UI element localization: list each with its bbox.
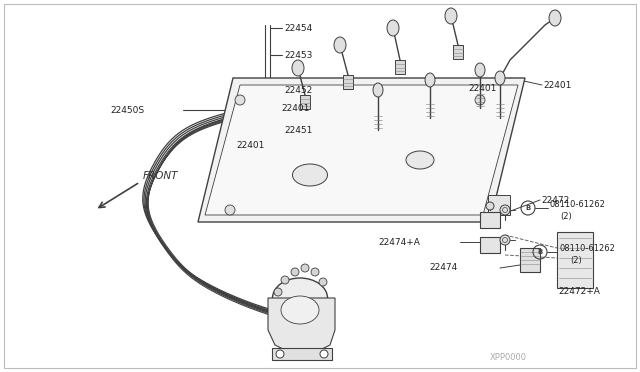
Ellipse shape <box>334 37 346 53</box>
Ellipse shape <box>425 73 435 87</box>
Text: 08110-61262: 08110-61262 <box>549 199 605 208</box>
Ellipse shape <box>273 278 328 318</box>
FancyBboxPatch shape <box>272 348 332 360</box>
Polygon shape <box>198 78 525 222</box>
Circle shape <box>291 268 299 276</box>
Circle shape <box>281 276 289 284</box>
Ellipse shape <box>281 296 319 324</box>
Ellipse shape <box>292 60 304 76</box>
Ellipse shape <box>406 151 434 169</box>
FancyBboxPatch shape <box>520 248 540 272</box>
Circle shape <box>235 95 245 105</box>
Circle shape <box>486 202 494 210</box>
Text: 22401: 22401 <box>543 80 572 90</box>
Text: 22472: 22472 <box>541 196 569 205</box>
Ellipse shape <box>445 8 457 24</box>
Text: FRONT: FRONT <box>143 171 179 181</box>
Text: 22454: 22454 <box>284 23 312 32</box>
Ellipse shape <box>292 164 328 186</box>
Ellipse shape <box>549 10 561 26</box>
Ellipse shape <box>495 71 505 85</box>
Text: XPP0000: XPP0000 <box>490 353 527 362</box>
Circle shape <box>225 205 235 215</box>
Circle shape <box>500 235 510 245</box>
Circle shape <box>319 278 327 286</box>
Circle shape <box>311 268 319 276</box>
Text: (2): (2) <box>570 256 582 264</box>
Text: 22453: 22453 <box>284 51 312 60</box>
Circle shape <box>475 95 485 105</box>
Text: 22474+A: 22474+A <box>378 237 420 247</box>
Text: 22401: 22401 <box>237 141 265 150</box>
Ellipse shape <box>475 63 485 77</box>
Text: B: B <box>538 249 543 255</box>
FancyBboxPatch shape <box>557 232 593 288</box>
Polygon shape <box>488 195 510 215</box>
Text: 22451: 22451 <box>284 125 312 135</box>
FancyBboxPatch shape <box>453 45 463 59</box>
Circle shape <box>320 350 328 358</box>
Circle shape <box>276 350 284 358</box>
FancyBboxPatch shape <box>395 60 405 74</box>
Text: 22401: 22401 <box>468 83 497 93</box>
Circle shape <box>274 288 282 296</box>
Text: 08110-61262: 08110-61262 <box>559 244 615 253</box>
FancyBboxPatch shape <box>343 75 353 89</box>
FancyBboxPatch shape <box>480 237 500 253</box>
Polygon shape <box>268 298 335 355</box>
Text: 22474: 22474 <box>429 263 458 273</box>
Text: 22450S: 22450S <box>110 106 144 115</box>
Text: 22452: 22452 <box>284 86 312 94</box>
Text: 22401: 22401 <box>282 103 310 112</box>
Circle shape <box>301 264 309 272</box>
Text: 22472+A: 22472+A <box>558 288 600 296</box>
Ellipse shape <box>373 83 383 97</box>
Polygon shape <box>205 85 518 215</box>
Ellipse shape <box>387 20 399 36</box>
FancyBboxPatch shape <box>480 212 500 228</box>
Text: (2): (2) <box>560 212 572 221</box>
FancyBboxPatch shape <box>300 95 310 109</box>
Circle shape <box>500 205 510 215</box>
Text: B: B <box>525 205 531 211</box>
